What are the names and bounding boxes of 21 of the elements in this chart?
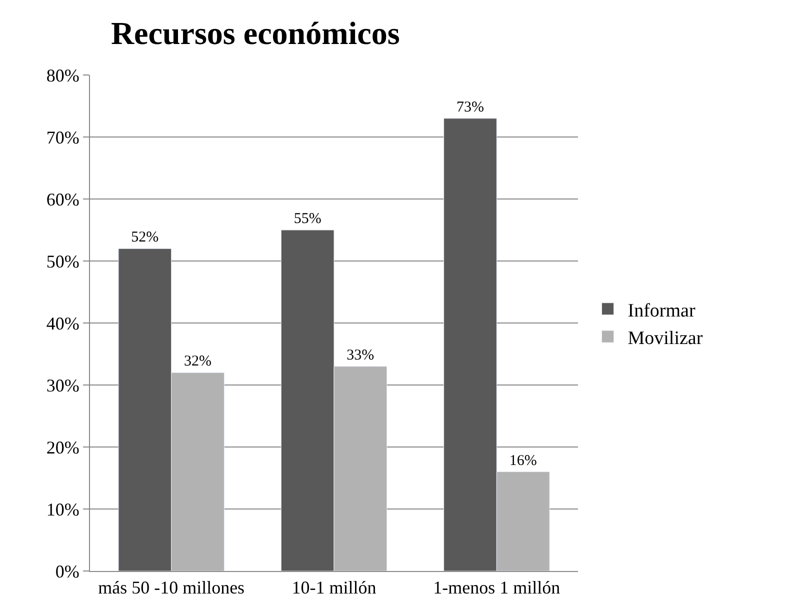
y-tick-label: 30% bbox=[46, 375, 80, 396]
y-tick-label: 20% bbox=[46, 437, 80, 458]
x-tick-label: 10-1 millón bbox=[292, 578, 376, 598]
data-label: 52% bbox=[131, 230, 159, 246]
y-tick-label: 40% bbox=[46, 313, 80, 334]
data-label: 33% bbox=[346, 347, 374, 364]
x-tick-label: 1-menos 1 millón bbox=[433, 578, 560, 598]
y-tick-label: 60% bbox=[46, 189, 80, 210]
legend-label: Movilizar bbox=[628, 328, 704, 349]
x-tick-label: más 50 -10 millones bbox=[98, 578, 245, 598]
y-tick-label: 0% bbox=[55, 561, 80, 582]
chart-title: Recursos económicos bbox=[110, 14, 400, 51]
data-label: 32% bbox=[184, 354, 212, 370]
legend-label: Informar bbox=[628, 300, 696, 322]
y-tick-label: 70% bbox=[46, 127, 80, 148]
y-tick-label: 50% bbox=[46, 251, 80, 272]
data-label: 55% bbox=[294, 211, 322, 227]
y-tick-label: 80% bbox=[46, 65, 80, 86]
data-label: 16% bbox=[509, 452, 537, 469]
data-label: 73% bbox=[456, 99, 484, 116]
y-tick-label: 10% bbox=[46, 499, 80, 520]
